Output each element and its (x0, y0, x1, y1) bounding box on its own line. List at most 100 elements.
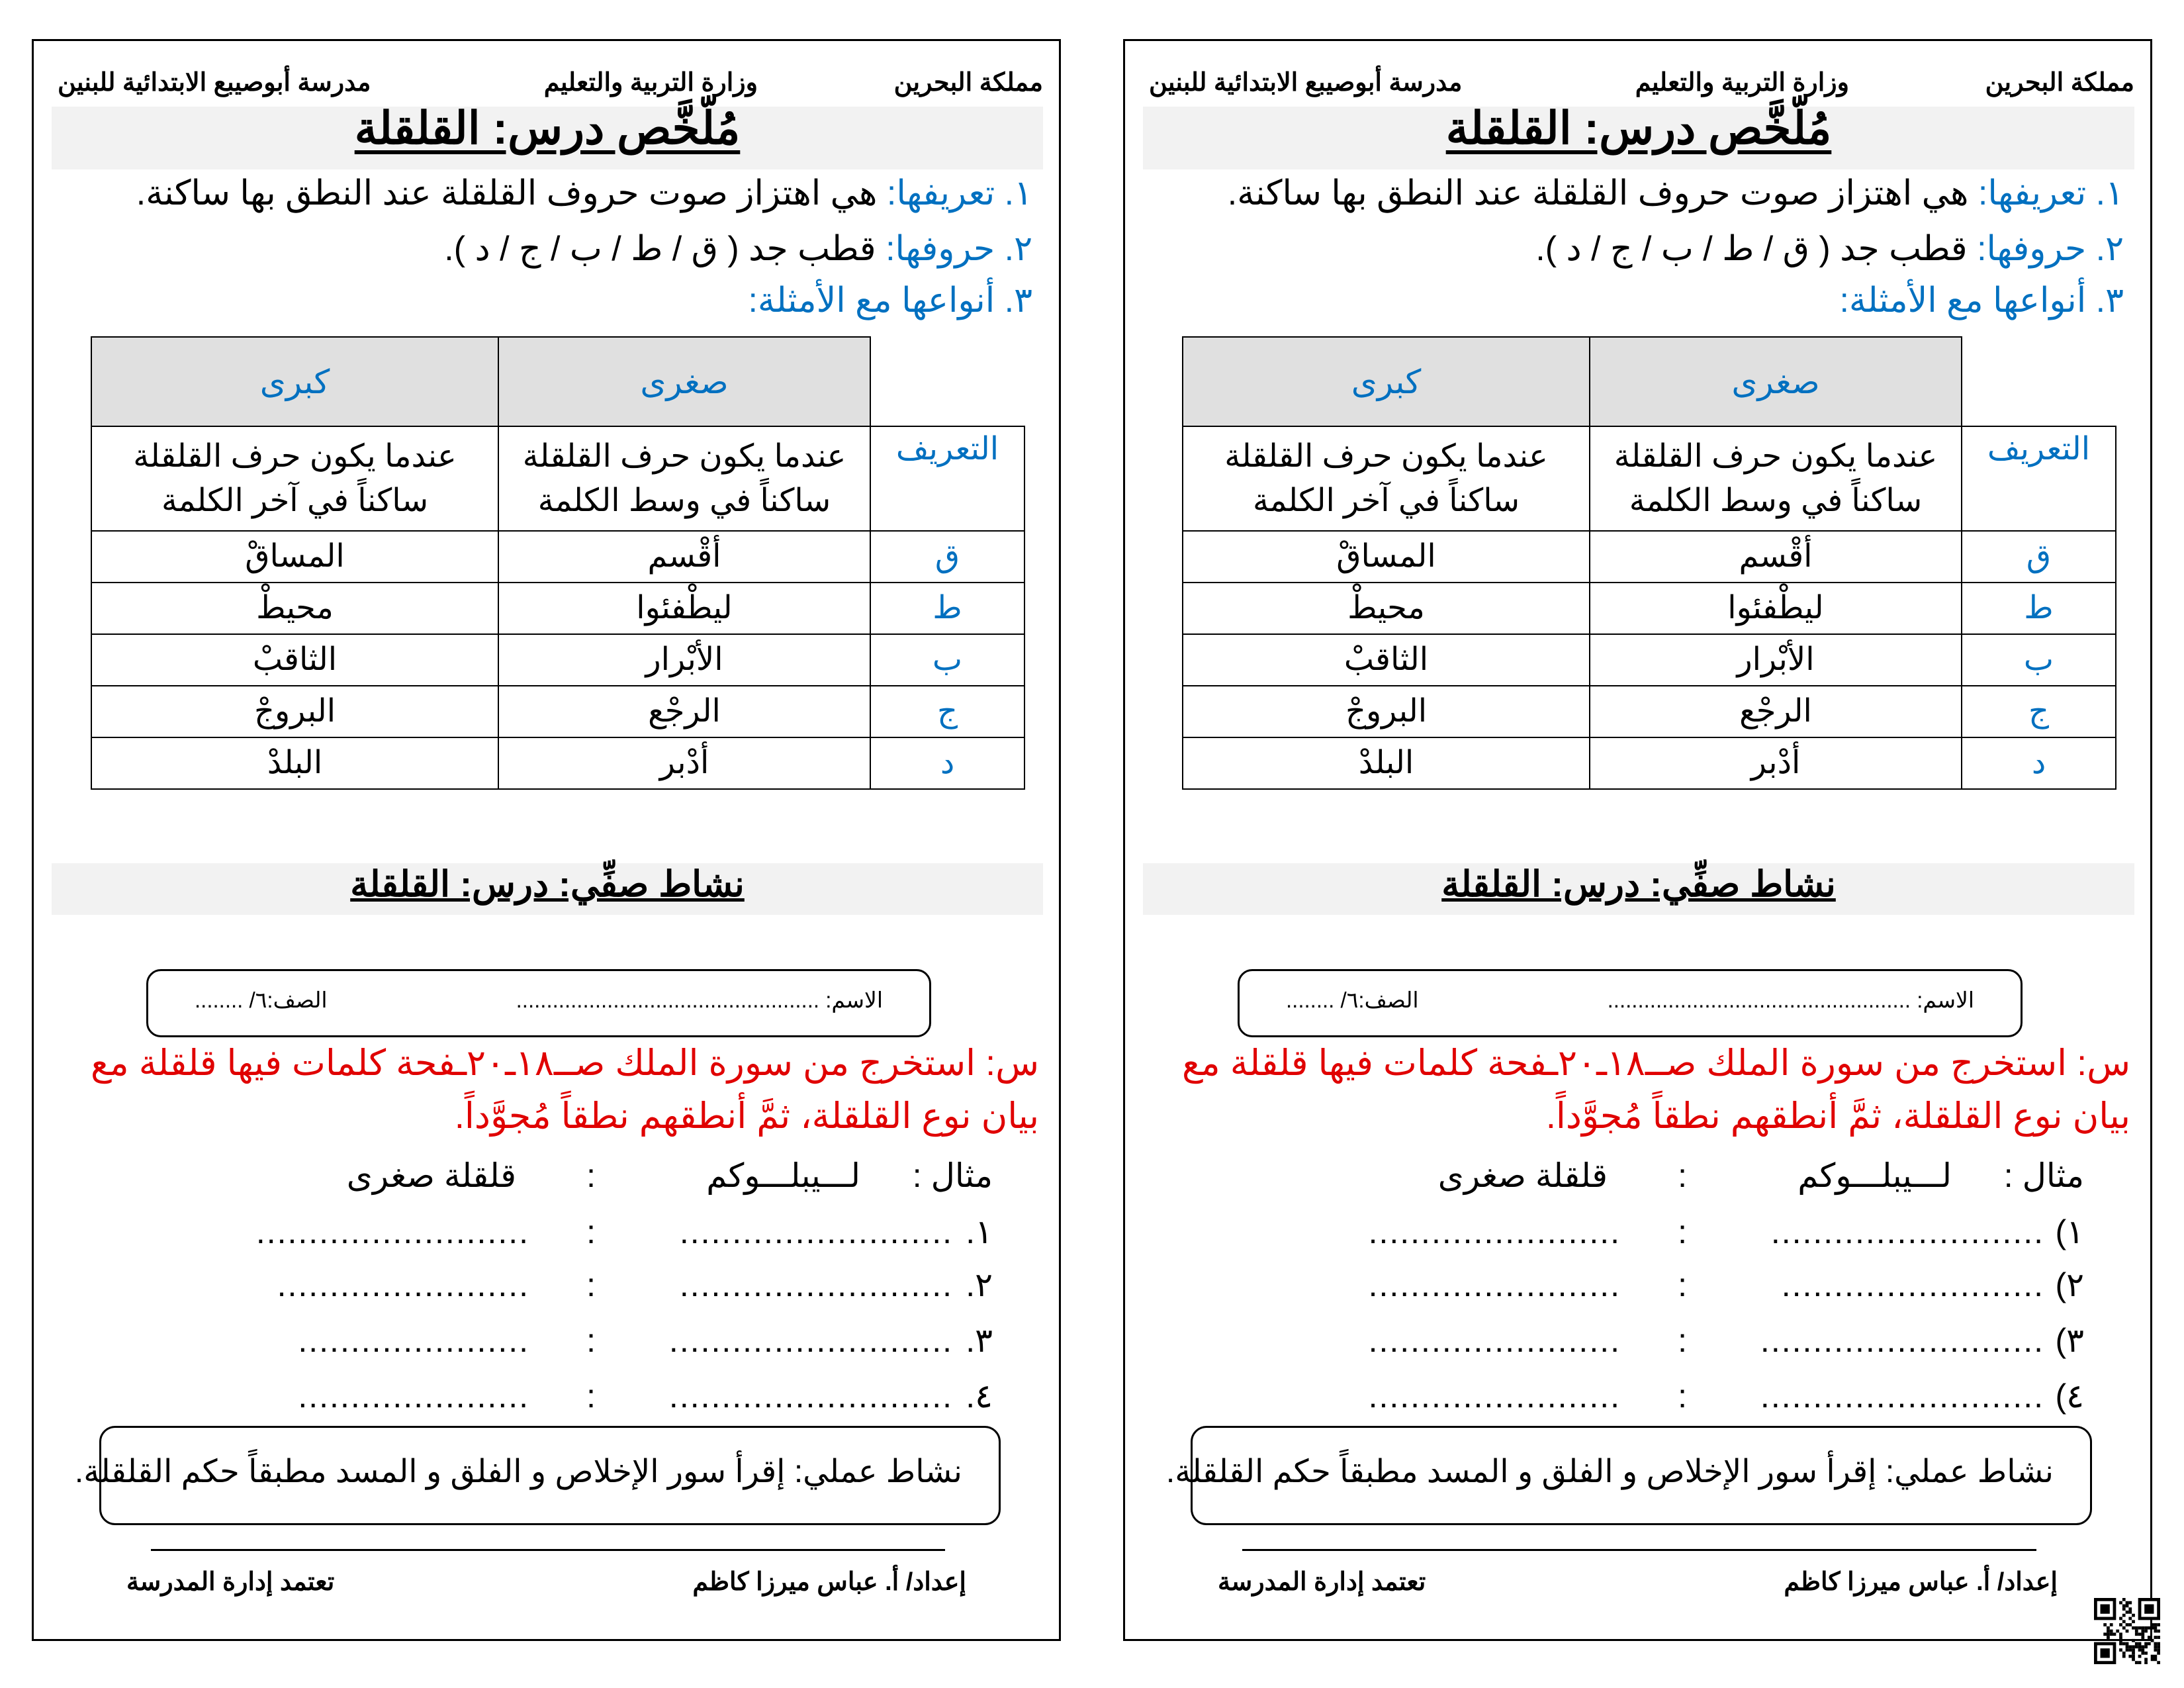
footer-author: إعداد/ أ. عباس ميرزا كاظم (1784, 1568, 2058, 1596)
answer-separator: : (586, 1266, 596, 1303)
answer-word-blank[interactable]: .......................... (679, 1266, 953, 1303)
qr-code-icon (2094, 1598, 2160, 1664)
minor-example-cell: أقْسم (1589, 530, 1962, 583)
definition-line: ١. تعريفها: هي اهتزاز صوت حروف القلقلة ع… (1228, 173, 2124, 213)
major-example-cell: البلدْ (91, 737, 499, 790)
header-ministry: وزارة التربية والتعليم (1635, 69, 1849, 97)
header-minor: صغرى (1589, 336, 1962, 427)
question-line-2: بيان نوع القلقلة، ثمَّ أنطقهم نطقاً مُجو… (1545, 1096, 2130, 1136)
title-band: مُلّخَّص درس: القلقلة (1143, 103, 2134, 169)
worksheet-page-left: مملكة البحرين وزارة التربية والتعليم مدر… (32, 39, 1061, 1641)
class-field[interactable]: الصف:٦/ ........ (1286, 988, 1419, 1012)
name-field[interactable]: الاسم: .................................… (1607, 988, 1974, 1012)
table-row: د أدْبر البلدْ (91, 737, 1025, 790)
letter-cell: ط (1961, 582, 2116, 635)
letter-cell: ب (870, 633, 1025, 686)
header-school: مدرسة أبوصيبع الابتدائية للبنين (58, 69, 371, 97)
types-line: ٣. أنواعها مع الأمثلة: (1839, 281, 2124, 320)
example-word: لـــيبلـــوكم (1797, 1157, 1952, 1194)
table-row: ق أقْسم المساقْ (1182, 530, 2116, 583)
minor-example-cell: ليطْفئوا (1589, 582, 1962, 635)
question-line-2: بيان نوع القلقلة، ثمَّ أنطقهم نطقاً مُجو… (454, 1096, 1039, 1136)
definition-row: التعريف عندما يكون حرف القلقلة ساكناً في… (1182, 426, 2116, 532)
example-separator: : (586, 1157, 596, 1194)
answer-type-blank[interactable]: ...................... (298, 1378, 529, 1415)
letter-cell: ط (870, 582, 1025, 635)
name-box: الاسم: .................................… (146, 969, 931, 1037)
header-kingdom: مملكة البحرين (893, 69, 1043, 97)
minor-example-cell: أدْبر (1589, 737, 1962, 790)
letter-cell: ج (870, 685, 1025, 738)
answer-number: ٤. (966, 1378, 993, 1415)
major-example-cell: محيطْ (91, 582, 499, 635)
name-field[interactable]: الاسم: .................................… (516, 988, 883, 1012)
item-text: قطب جد ( ق / ط / ب / ج / د ). (1535, 230, 1978, 268)
example-separator: : (1678, 1157, 1687, 1194)
answer-word-blank[interactable]: .......................... (1770, 1213, 2044, 1250)
answer-word-blank[interactable]: ........................... (668, 1322, 953, 1359)
example-type: قلقلة صغرى (346, 1157, 516, 1194)
answer-type-blank[interactable]: ........................ (1368, 1213, 1621, 1250)
item-text: قطب جد ( ق / ط / ب / ج / د ). (444, 230, 886, 268)
major-example-cell: الثاقبْ (91, 633, 499, 686)
qalqala-table: صغرى كبرى التعريف عندما يكون حرف القلقلة… (1182, 336, 2116, 790)
minor-example-cell: الأبْرار (498, 633, 871, 686)
answer-word-blank[interactable]: ........................... (1760, 1378, 2044, 1415)
minor-definition: عندما يكون حرف القلقلة ساكناً في وسط الك… (498, 426, 871, 532)
header-school: مدرسة أبوصيبع الابتدائية للبنين (1149, 69, 1463, 97)
footer-approval: تعتمد إدارة المدرسة (126, 1568, 335, 1596)
answer-separator: : (1678, 1213, 1687, 1250)
answer-word-blank[interactable]: ......................... (1781, 1266, 2044, 1303)
major-example-cell: محيطْ (1182, 582, 1590, 635)
header-major: كبرى (1182, 336, 1590, 427)
minor-example-cell: الأبْرار (1589, 633, 1962, 686)
minor-example-cell: أدْبر (498, 737, 871, 790)
answer-word-blank[interactable]: .......................... (679, 1213, 953, 1250)
table-header-row: صغرى كبرى (1182, 336, 2116, 427)
major-example-cell: البروجْ (91, 685, 499, 738)
question-line-1: س: استخرج من سورة الملك صــ١٨ـ٢٠ـفحة كلم… (91, 1043, 1039, 1083)
item-label: ١. تعريفها: (1978, 174, 2124, 212)
answer-type-blank[interactable]: ...................... (298, 1322, 529, 1359)
minor-example-cell: ليطْفئوا (498, 582, 871, 635)
minor-example-cell: الرجْع (498, 685, 871, 738)
answer-type-blank[interactable]: ........................ (1368, 1378, 1621, 1415)
major-definition: عندما يكون حرف القلقلة ساكناً في آخر الك… (1182, 426, 1590, 532)
item-text: هي اهتزاز صوت حروف القلقلة عند النطق بها… (1227, 174, 1978, 212)
answer-type-blank[interactable]: ........................ (277, 1266, 529, 1303)
item-text: هي اهتزاز صوت حروف القلقلة عند النطق بها… (136, 174, 887, 212)
answer-separator: : (1678, 1322, 1687, 1359)
example-word: لـــيبلـــوكم (706, 1157, 860, 1194)
answer-word-blank[interactable]: ........................... (1760, 1322, 2044, 1359)
footer-divider (151, 1549, 945, 1551)
answer-type-blank[interactable]: ........................ (1368, 1266, 1621, 1303)
answer-separator: : (586, 1378, 596, 1415)
title-band: مُلّخَّص درس: القلقلة (52, 103, 1043, 169)
question-line-1: س: استخرج من سورة الملك صــ١٨ـ٢٠ـفحة كلم… (1182, 1043, 2130, 1083)
example-label: مثال : (912, 1157, 993, 1194)
practical-activity-text: نشاط عملي: إقرأ سور الإخلاص و الفلق و ال… (1165, 1454, 2054, 1489)
header-major: كبرى (91, 336, 499, 427)
name-box: الاسم: .................................… (1238, 969, 2023, 1037)
answer-word-blank[interactable]: ........................... (668, 1378, 953, 1415)
class-field[interactable]: الصف:٦/ ........ (195, 988, 328, 1012)
table-row: ط ليطْفئوا محيطْ (91, 582, 1025, 635)
letter-cell: ق (870, 530, 1025, 583)
answer-type-blank[interactable]: ........................ (1368, 1322, 1621, 1359)
page-title: مُلّخَّص درس: القلقلة (354, 103, 741, 154)
practical-activity-text: نشاط عملي: إقرأ سور الإخلاص و الفلق و ال… (74, 1454, 962, 1489)
answer-number: ٢) (2055, 1266, 2084, 1303)
answer-separator: : (586, 1213, 596, 1250)
header-minor: صغرى (498, 336, 871, 427)
major-example-cell: الثاقبْ (1182, 633, 1590, 686)
letter-cell: ب (1961, 633, 2116, 686)
minor-example-cell: أقْسم (498, 530, 871, 583)
answer-separator: : (1678, 1266, 1687, 1303)
item-label: ٣. أنواعها مع الأمثلة: (1839, 281, 2124, 320)
major-example-cell: البروجْ (1182, 685, 1590, 738)
activity-band: نشاط صفِّي: درس: القلقلة (52, 863, 1043, 915)
example-label: مثال : (2003, 1157, 2084, 1194)
answer-separator: : (586, 1322, 596, 1359)
answer-type-blank[interactable]: .......................... (255, 1213, 529, 1250)
